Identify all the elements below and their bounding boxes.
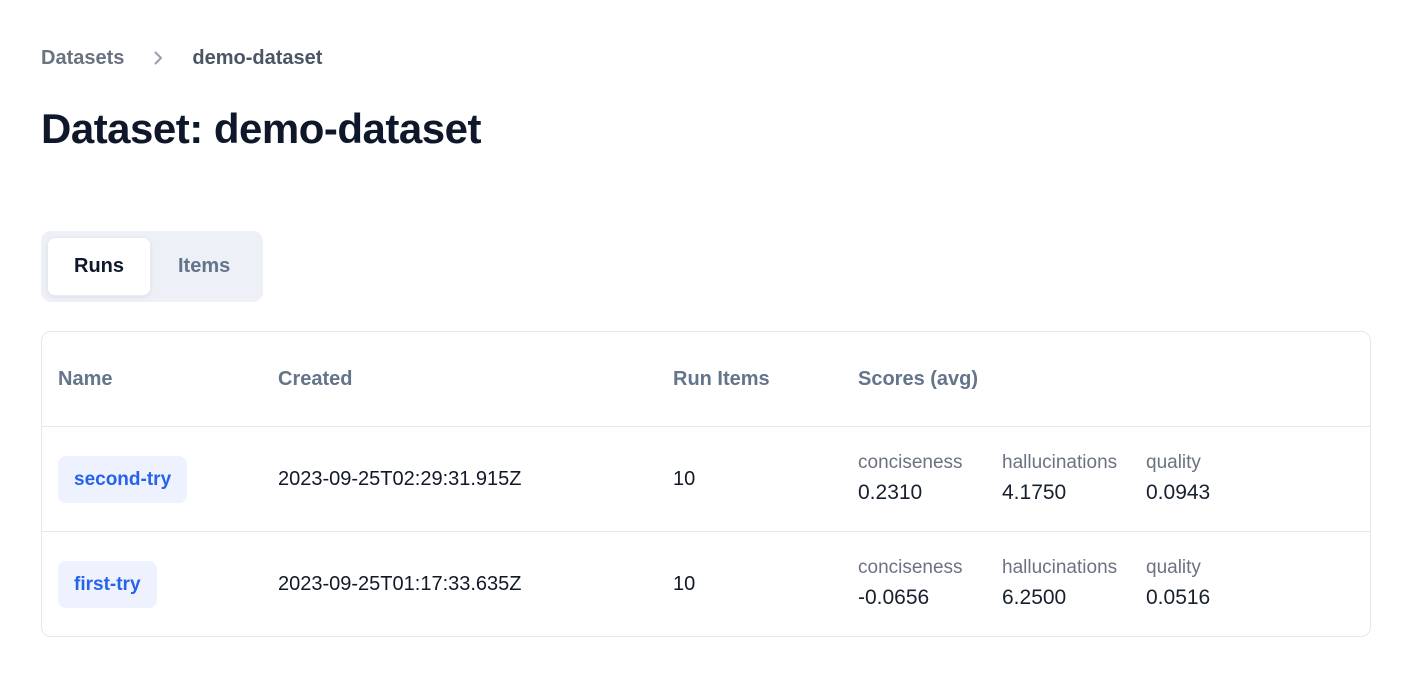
score-value: -0.0656 (858, 586, 930, 609)
breadcrumb: Datasets demo-dataset (41, 44, 1371, 72)
dataset-page: Datasets demo-dataset Dataset: demo-data… (41, 44, 1371, 637)
score-value: 0.2310 (858, 481, 923, 504)
breadcrumb-current: demo-dataset (192, 47, 323, 69)
run-items-cell: 10 (657, 531, 842, 636)
scores-cell: conciseness 0.2310 hallucinations 4.1750… (842, 427, 1370, 532)
run-items-cell: 10 (673, 468, 696, 490)
runs-table-card: Name Created Run Items Scores (avg) seco… (41, 331, 1371, 637)
table-row: second-try 2023-09-25T02:29:31.915Z 10 c… (42, 427, 1370, 532)
name-cell: first-try (42, 531, 262, 636)
table-row: first-try 2023-09-25T01:17:33.635Z 10 co… (42, 531, 1370, 636)
score-conciseness: conciseness -0.0656 (858, 556, 978, 612)
score-value: 4.1750 (1002, 481, 1067, 504)
name-cell: second-try (42, 427, 262, 532)
score-label: conciseness (858, 452, 963, 473)
tab-group: Runs Items (41, 231, 264, 302)
page-title: Dataset: demo-dataset (41, 105, 481, 152)
score-conciseness: conciseness 0.2310 (858, 451, 978, 507)
score-value: 0.0943 (1146, 481, 1211, 504)
score-hallucinations: hallucinations 6.2500 (1002, 556, 1122, 612)
table-header-row: Name Created Run Items Scores (avg) (42, 332, 1370, 427)
column-header-run-items: Run Items (657, 332, 842, 427)
chevron-right-icon (150, 50, 166, 66)
score-quality: quality 0.0943 (1146, 451, 1266, 507)
score-quality: quality 0.0516 (1146, 556, 1266, 612)
created-cell: 2023-09-25T02:29:31.915Z (278, 468, 522, 490)
score-hallucinations: hallucinations 4.1750 (1002, 451, 1122, 507)
column-header-scores: Scores (avg) (842, 332, 1370, 427)
scores-group: conciseness -0.0656 hallucinations 6.250… (858, 556, 1354, 612)
score-label: quality (1146, 452, 1201, 473)
column-header-created: Created (262, 332, 657, 427)
scores-group: conciseness 0.2310 hallucinations 4.1750… (858, 451, 1354, 507)
score-value: 0.0516 (1146, 586, 1211, 609)
score-label: conciseness (858, 557, 963, 578)
scores-cell: conciseness -0.0656 hallucinations 6.250… (842, 531, 1370, 636)
column-header-name: Name (42, 332, 262, 427)
score-label: hallucinations (1002, 452, 1118, 473)
run-link[interactable]: second-try (58, 455, 188, 503)
run-link[interactable]: first-try (58, 560, 157, 608)
runs-table: Name Created Run Items Scores (avg) seco… (42, 332, 1370, 636)
score-label: quality (1146, 557, 1201, 578)
tab-runs[interactable]: Runs (47, 237, 151, 296)
breadcrumb-datasets[interactable]: Datasets (41, 47, 125, 69)
created-cell: 2023-09-25T01:17:33.635Z (262, 531, 657, 636)
tab-items[interactable]: Items (151, 237, 257, 296)
score-label: hallucinations (1002, 557, 1118, 578)
score-value: 6.2500 (1002, 586, 1067, 609)
